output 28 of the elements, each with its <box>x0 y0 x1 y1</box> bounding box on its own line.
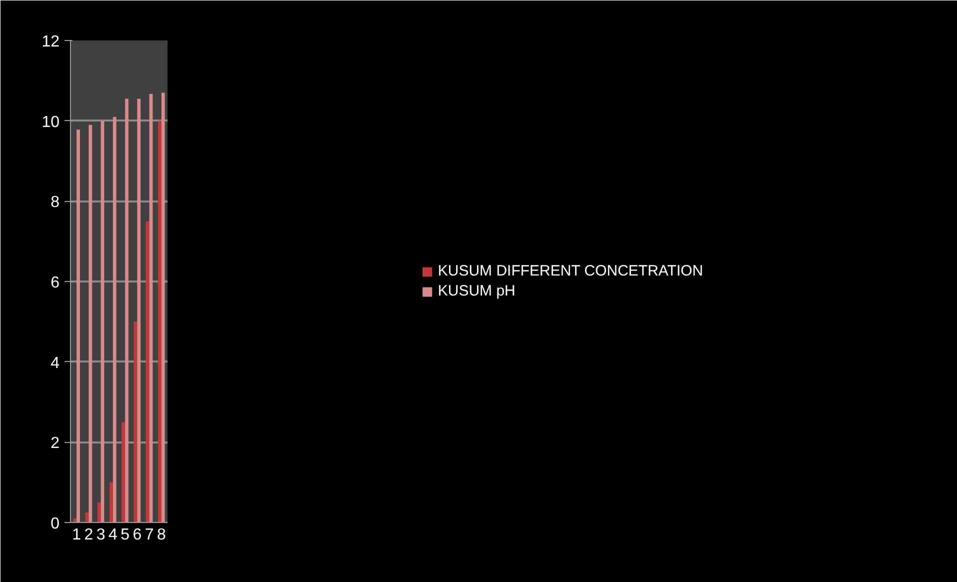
x-tick-label: 5 <box>120 526 130 544</box>
legend-label: KUSUM pH <box>438 282 516 300</box>
y-tick-label: 6 <box>50 274 60 292</box>
x-tick-label: 2 <box>84 526 94 544</box>
bar <box>161 92 165 522</box>
y-tick-label: 12 <box>42 34 60 50</box>
x-tick-label: 6 <box>132 526 142 544</box>
bar <box>122 422 126 522</box>
bar <box>88 124 92 522</box>
y-tick-label: 4 <box>50 354 60 372</box>
bar <box>76 130 80 522</box>
legend-label: KUSUM DIFFERENT CONCETRATION <box>438 262 704 280</box>
bar <box>112 116 116 522</box>
y-tick-label: 10 <box>42 114 60 131</box>
y-tick-label: 0 <box>50 516 60 532</box>
x-tick-label: 4 <box>108 526 118 544</box>
bar <box>158 120 162 522</box>
x-tick-label: 8 <box>156 526 166 544</box>
bar <box>137 98 141 522</box>
bar <box>110 482 113 522</box>
bar <box>97 502 101 522</box>
x-tick-label: 3 <box>96 526 106 544</box>
y-tick-label: 2 <box>50 435 60 452</box>
x-tick-label: 1 <box>72 526 82 544</box>
x-tick-label: 7 <box>144 526 154 544</box>
bar <box>146 221 150 522</box>
bar <box>125 98 128 522</box>
y-tick-label: 8 <box>50 194 60 212</box>
